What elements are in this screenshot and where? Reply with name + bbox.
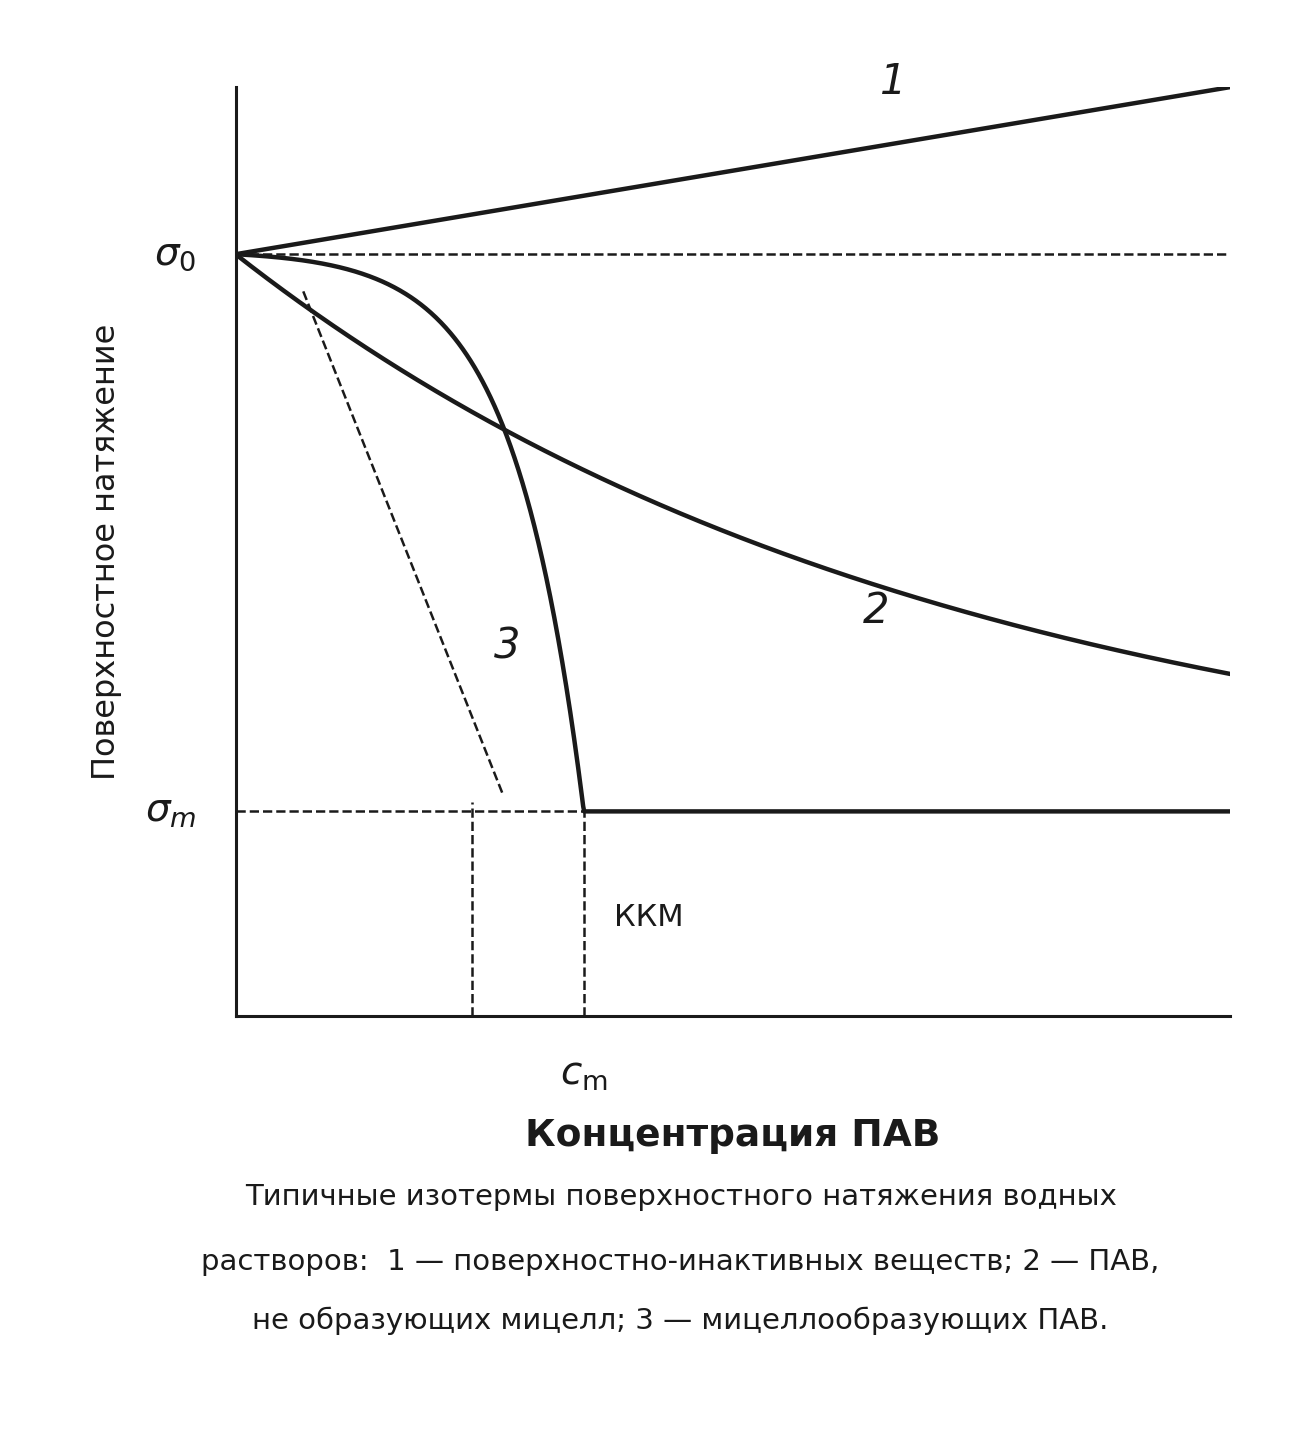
Text: $c_\mathrm{m}$: $c_\mathrm{m}$ (560, 1055, 607, 1093)
Text: ККМ: ККМ (614, 903, 683, 932)
Text: растворов:  1 — поверхностно-инактивных веществ; 2 — ПАВ,: растворов: 1 — поверхностно-инактивных в… (202, 1248, 1160, 1277)
Text: 2: 2 (863, 589, 890, 631)
Text: Концентрация ПАВ: Концентрация ПАВ (525, 1117, 941, 1154)
Text: 1: 1 (880, 61, 906, 103)
Text: Поверхностное натяжение: Поверхностное натяжение (90, 324, 122, 779)
Text: Типичные изотермы поверхностного натяжения водных: Типичные изотермы поверхностного натяжен… (245, 1183, 1117, 1212)
Text: $\sigma_m$: $\sigma_m$ (144, 792, 196, 830)
Text: $\sigma_0$: $\sigma_0$ (153, 235, 196, 273)
Text: 3: 3 (495, 625, 521, 667)
Text: не образующих мицелл; 3 — мицеллообразующих ПАВ.: не образующих мицелл; 3 — мицеллообразую… (253, 1306, 1109, 1335)
